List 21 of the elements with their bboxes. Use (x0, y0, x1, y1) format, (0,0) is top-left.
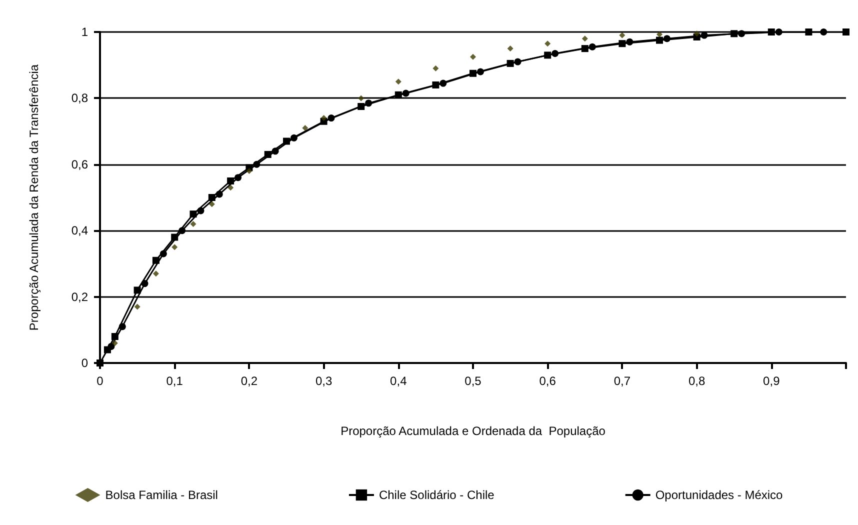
x-tick-label: 0,4 (390, 374, 408, 388)
x-axis-title: Proporção Acumulada e Ordenada da População (340, 424, 606, 438)
legend-label: Chile Solidário - Chile (378, 488, 495, 502)
x-tick-label: 0,1 (166, 374, 184, 388)
y-tick-label: 1 (81, 25, 88, 39)
x-tick-label: 0,8 (688, 374, 706, 388)
x-tick-label: 0,3 (315, 374, 332, 388)
legend-label: Oportunidades - México (655, 488, 784, 502)
y-tick-label: 0 (81, 356, 88, 370)
x-tick-label: 0,7 (614, 374, 631, 388)
y-axis-title: Proporção Acumulada da Renda da Transferência (27, 64, 41, 331)
legend-label: Bolsa Familia - Brasil (105, 488, 218, 502)
y-tick-label: 0,6 (71, 157, 88, 172)
y-tick-label: 0,8 (71, 91, 88, 106)
x-tick-label: 0,5 (464, 374, 482, 388)
x-tick-label: 0,9 (763, 374, 780, 388)
y-tick-label: 0,4 (71, 224, 88, 238)
y-tick-label: 0,2 (71, 290, 88, 304)
x-tick-label: 0,2 (240, 374, 258, 388)
x-tick-label: 0,6 (539, 374, 556, 388)
x-tick-label: 0 (96, 374, 104, 388)
